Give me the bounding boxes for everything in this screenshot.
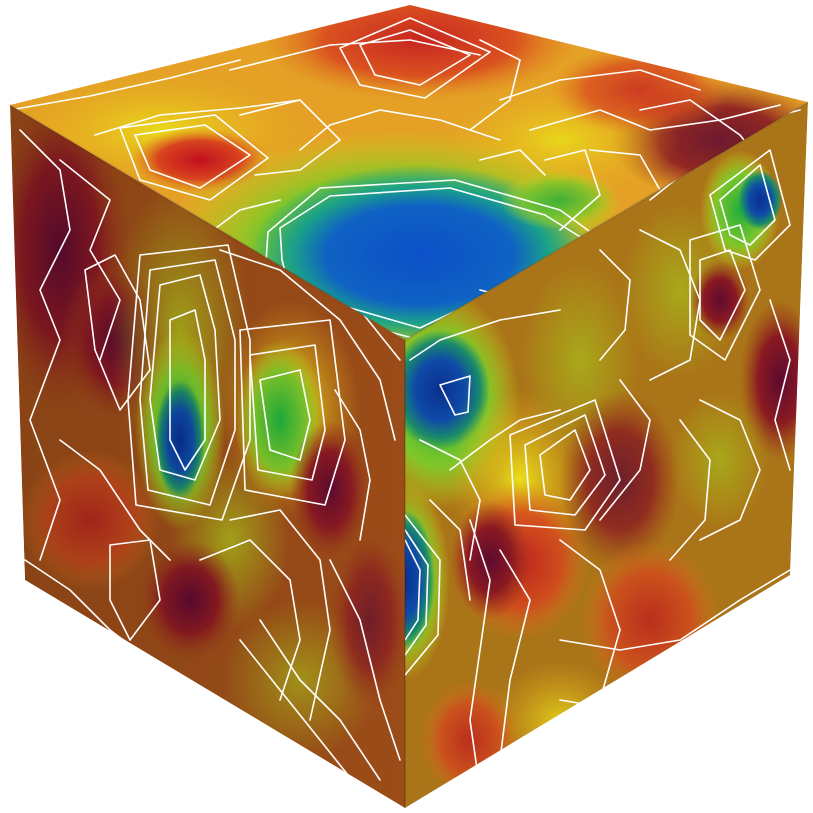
cube-edges (9, 101, 809, 808)
cube-right-face (405, 102, 808, 808)
left-face-contours (19, 129, 401, 791)
cube-left-face (10, 105, 405, 808)
